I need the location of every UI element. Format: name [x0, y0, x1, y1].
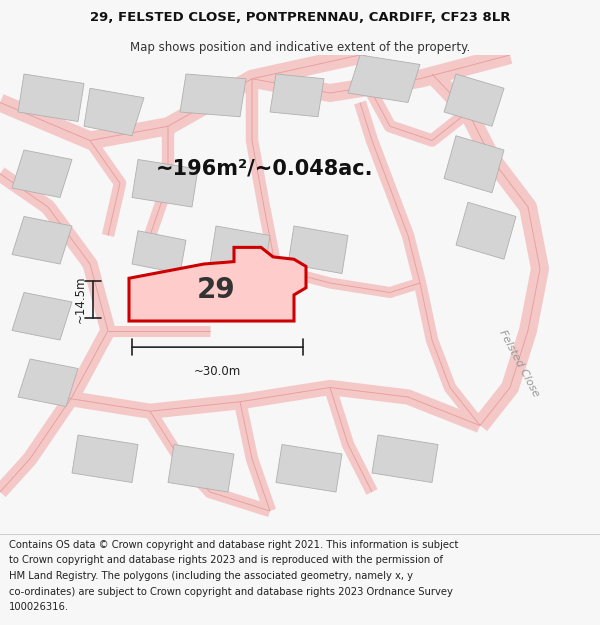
Text: co-ordinates) are subject to Crown copyright and database rights 2023 Ordnance S: co-ordinates) are subject to Crown copyr… — [9, 586, 453, 596]
Polygon shape — [72, 435, 138, 482]
Polygon shape — [444, 74, 504, 126]
Text: 29: 29 — [197, 276, 235, 304]
Polygon shape — [270, 74, 324, 117]
Polygon shape — [18, 359, 78, 406]
Polygon shape — [372, 435, 438, 482]
Text: Contains OS data © Crown copyright and database right 2021. This information is : Contains OS data © Crown copyright and d… — [9, 539, 458, 549]
Text: ~14.5m: ~14.5m — [74, 276, 87, 323]
Polygon shape — [456, 202, 516, 259]
Polygon shape — [129, 248, 306, 321]
Text: Felsted Close: Felsted Close — [497, 329, 541, 399]
Polygon shape — [288, 226, 348, 274]
Polygon shape — [444, 136, 504, 192]
Text: ~30.0m: ~30.0m — [194, 365, 241, 378]
Polygon shape — [18, 74, 84, 121]
Polygon shape — [132, 159, 198, 207]
Polygon shape — [132, 231, 186, 274]
Polygon shape — [12, 292, 72, 340]
Text: 100026316.: 100026316. — [9, 602, 69, 612]
Polygon shape — [168, 444, 234, 492]
Polygon shape — [348, 55, 420, 102]
Text: ~196m²/~0.048ac.: ~196m²/~0.048ac. — [155, 159, 373, 179]
Polygon shape — [12, 216, 72, 264]
Polygon shape — [210, 226, 270, 274]
Polygon shape — [276, 444, 342, 492]
Text: 29, FELSTED CLOSE, PONTPRENNAU, CARDIFF, CF23 8LR: 29, FELSTED CLOSE, PONTPRENNAU, CARDIFF,… — [90, 11, 510, 24]
Polygon shape — [84, 88, 144, 136]
Text: to Crown copyright and database rights 2023 and is reproduced with the permissio: to Crown copyright and database rights 2… — [9, 555, 443, 565]
Text: Map shows position and indicative extent of the property.: Map shows position and indicative extent… — [130, 41, 470, 54]
Text: HM Land Registry. The polygons (including the associated geometry, namely x, y: HM Land Registry. The polygons (includin… — [9, 571, 413, 581]
Polygon shape — [12, 150, 72, 198]
Polygon shape — [180, 74, 246, 117]
